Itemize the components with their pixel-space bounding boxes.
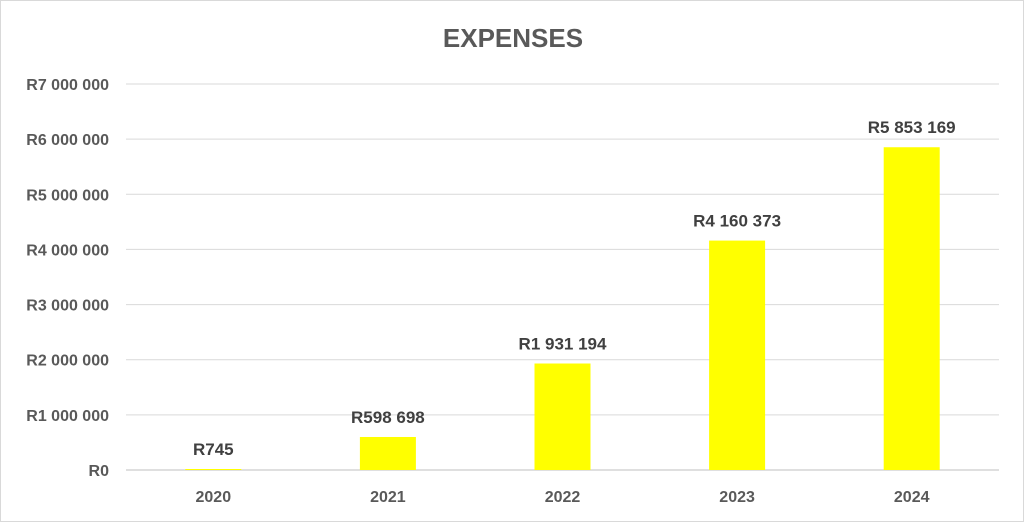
data-label-2021: R598 698 xyxy=(351,408,425,427)
data-label-2023: R4 160 373 xyxy=(693,212,781,231)
y-tick-label: R5 000 000 xyxy=(26,187,109,204)
y-tick-label: R2 000 000 xyxy=(26,353,109,370)
y-tick-label: R6 000 000 xyxy=(26,132,109,149)
data-label-2024: R5 853 169 xyxy=(868,118,956,137)
y-tick-label: R7 000 000 xyxy=(26,77,109,94)
x-tick-label-2020: 2020 xyxy=(196,489,232,506)
bar-2020 xyxy=(185,469,242,470)
bar-2024 xyxy=(883,147,940,470)
x-tick-label-2024: 2024 xyxy=(894,489,930,506)
y-tick-label: R4 000 000 xyxy=(26,242,109,259)
bar-2021 xyxy=(359,436,416,470)
bar-2022 xyxy=(534,363,591,470)
y-tick-label: R3 000 000 xyxy=(26,298,109,315)
bars xyxy=(185,147,940,470)
chart-title: EXPENSES xyxy=(443,23,583,53)
gridlines xyxy=(126,83,999,471)
data-label-2020: R745 xyxy=(193,440,234,459)
y-tick-label: R0 xyxy=(89,463,110,480)
data-labels: R745 R598 698 R1 931 194 R4 160 373 R5 853 1… xyxy=(193,118,956,459)
data-label-2022: R1 931 194 xyxy=(519,335,607,354)
x-tick-label-2021: 2021 xyxy=(370,489,406,506)
y-axis-ticks: R0 R1 000 000 R2 000 000 R3 000 000 R4 000 0… xyxy=(26,77,109,480)
x-axis-ticks: 2020 2021 2022 2023 2024 xyxy=(196,489,930,506)
bar-2023 xyxy=(709,240,766,470)
y-tick-label: R1 000 000 xyxy=(26,408,109,425)
x-tick-label-2023: 2023 xyxy=(719,489,755,506)
x-tick-label-2022: 2022 xyxy=(545,489,581,506)
